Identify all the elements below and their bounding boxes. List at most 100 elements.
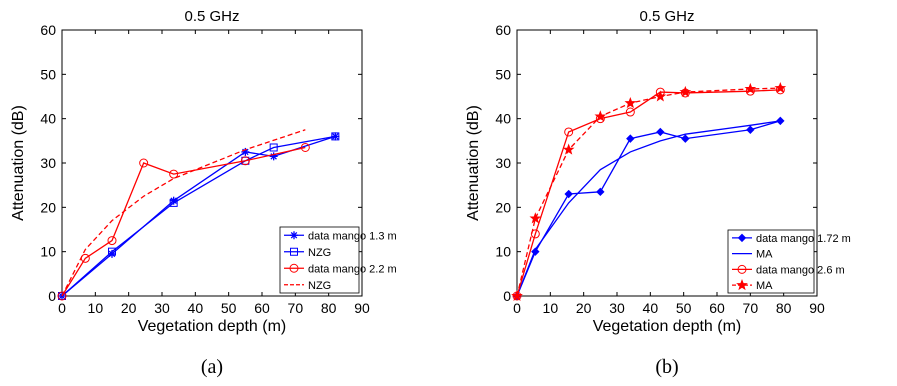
series-a-2 [57, 142, 310, 301]
x-tick-label-a: 0 [58, 300, 66, 316]
data-point-b-3 [679, 85, 692, 98]
y-tick-label-a: 10 [40, 244, 56, 260]
legend-b: data mango 1.72 m MA data mango 2.6 m MA [727, 229, 851, 294]
x-tick-label-b: 0 [513, 300, 521, 316]
data-point-b-0 [564, 189, 573, 199]
x-tick-label-a: 20 [121, 300, 137, 316]
y-tick-label-a: 60 [40, 22, 56, 38]
legend-marker-a-0 [290, 231, 298, 240]
y-axis-label-b: Attenuation (dB) [465, 105, 482, 221]
data-point-a-1 [269, 143, 278, 152]
legend-label-a-2: data mango 2.2 m [308, 263, 397, 275]
y-tick-label-a: 20 [40, 199, 56, 215]
data-point-b-2 [564, 127, 574, 137]
legend-marker-a-1 [290, 247, 298, 256]
x-tick-label-b: 20 [576, 300, 592, 316]
y-axis-label-a: Attenuation (dB) [10, 105, 27, 221]
series-line-a-0 [61, 135, 336, 297]
data-point-a-1 [108, 247, 116, 256]
chart-title-a: 0.5 GHz [184, 8, 239, 25]
data-point-b-3 [774, 81, 787, 94]
data-point-b-0 [776, 116, 785, 126]
data-point-b-3 [654, 90, 667, 102]
data-point-a-2 [240, 156, 250, 166]
series-line-b-1 [516, 120, 781, 297]
series-line-a-1 [61, 135, 336, 297]
y-tick-label-b: 20 [495, 199, 511, 215]
data-point-b-2 [625, 107, 635, 117]
x-tick-label-b: 30 [609, 300, 625, 316]
data-point-a-2 [107, 236, 117, 246]
x-tick-label-a: 30 [154, 300, 170, 316]
series-b-3 [511, 81, 787, 301]
legend-marker-a-2 [289, 263, 299, 273]
chart-panel-a: 0.5 GHz Vegetation depth (m) Attenuation… [10, 8, 397, 378]
caption-b: (b) [655, 356, 678, 378]
series-line-a-2 [61, 146, 306, 297]
x-tick-label-b: 80 [776, 300, 792, 316]
x-tick-label-b: 90 [809, 300, 825, 316]
legend-a: data mango 1.3 m NZG data mango 2.2 m NZG [279, 226, 397, 294]
data-point-b-3 [624, 97, 637, 109]
data-point-b-0 [746, 125, 755, 134]
y-tick-label-b: 50 [495, 66, 511, 82]
data-point-b-3 [529, 212, 542, 224]
legend-label-a-1: NZG [308, 247, 331, 259]
data-point-b-0 [596, 187, 605, 197]
x-axis-label-b: Vegetation depth (m) [593, 318, 742, 335]
x-tick-label-a: 50 [221, 300, 237, 316]
data-point-a-1 [331, 132, 340, 141]
series-line-b-2 [516, 89, 781, 297]
x-tick-label-b: 50 [676, 300, 692, 316]
data-point-b-0 [681, 134, 690, 143]
x-tick-label-a: 40 [188, 300, 204, 316]
legend-label-b-0: data mango 1.72 m [756, 233, 851, 245]
legend-marker-b-2 [737, 264, 747, 274]
legend-label-b-2: data mango 2.6 m [756, 264, 845, 276]
series-line-a-3 [61, 129, 306, 297]
data-point-a-2 [57, 291, 67, 301]
series-a-3 [61, 129, 306, 297]
y-tick-label-b: 60 [495, 22, 511, 38]
y-tick-label-b: 40 [495, 111, 511, 127]
legend-marker-b-3 [736, 278, 748, 291]
y-tick-label-b: 0 [503, 288, 511, 304]
data-point-a-2 [169, 169, 179, 179]
caption-a: (a) [201, 356, 223, 378]
series-b-1 [516, 120, 781, 297]
y-tick-label-b: 10 [495, 244, 511, 260]
x-tick-label-b: 40 [643, 300, 659, 316]
x-tick-label-a: 80 [321, 300, 337, 316]
data-point-a-2 [139, 158, 149, 168]
data-point-b-3 [562, 143, 575, 155]
x-tick-label-a: 90 [354, 300, 370, 316]
y-tick-label-b: 30 [495, 155, 511, 171]
y-tick-label-a: 50 [40, 66, 56, 82]
x-tick-label-a: 70 [288, 300, 304, 316]
x-tick-label-a: 10 [88, 300, 104, 316]
y-tick-label-a: 0 [48, 288, 56, 304]
data-point-b-3 [744, 82, 757, 94]
data-point-a-2 [300, 142, 310, 152]
x-tick-label-b: 10 [543, 300, 559, 316]
legend-label-a-0: data mango 1.3 m [308, 230, 397, 242]
legend-box-a [279, 226, 360, 294]
legend-label-b-1: MA [756, 249, 773, 261]
data-point-b-3 [594, 110, 607, 122]
x-tick-label-b: 60 [709, 300, 725, 316]
x-axis-label-a: Vegetation depth (m) [138, 318, 287, 335]
y-tick-label-a: 30 [40, 155, 56, 171]
y-tick-label-a: 40 [40, 111, 56, 127]
chart-title-b: 0.5 GHz [639, 8, 694, 25]
x-tick-label-b: 70 [743, 300, 759, 316]
data-point-b-0 [626, 134, 635, 143]
legend-label-a-3: NZG [308, 280, 331, 292]
chart-panel-b: 0.5 GHz Vegetation depth (m) Attenuation… [465, 8, 851, 378]
legend-marker-b-0 [737, 233, 747, 243]
legend-label-b-3: MA [756, 280, 773, 292]
data-point-a-1 [169, 198, 178, 207]
data-point-b-3 [511, 289, 523, 301]
data-point-b-0 [656, 127, 665, 137]
x-tick-label-a: 60 [254, 300, 270, 316]
